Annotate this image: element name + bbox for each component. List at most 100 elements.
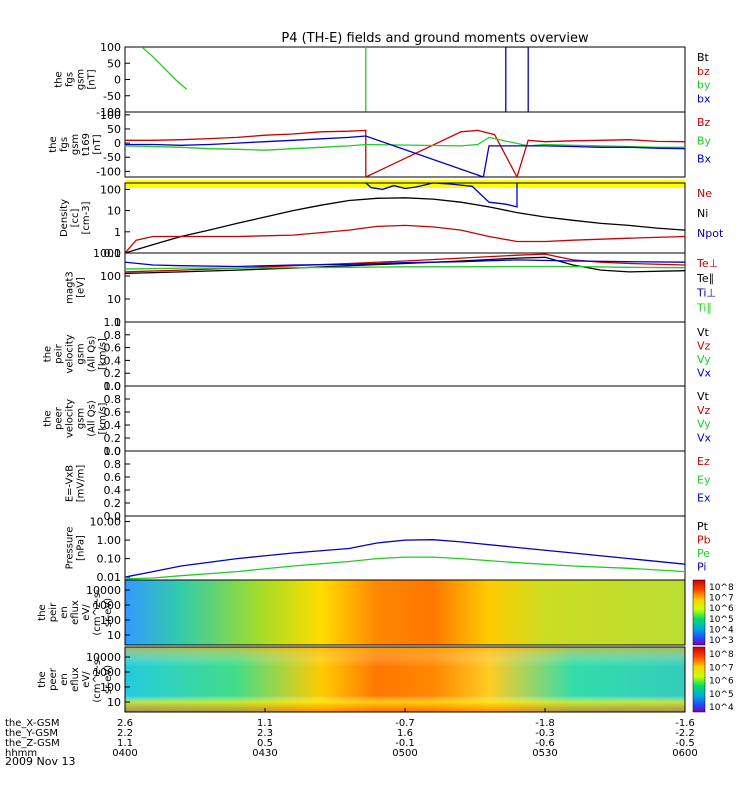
peir_spectrogram-colorbar-tick: 10^5 <box>709 615 734 625</box>
efield-ytick-label: 0.4 <box>104 484 122 497</box>
peer_spectrogram-ytick-label: 10 <box>107 696 121 709</box>
density-ylabel-line: [cc] <box>70 209 81 228</box>
pressure-ylabel-line: Pressure <box>65 527 76 570</box>
peir_velocity-legend-Vz: Vz <box>697 340 711 353</box>
temperature-legend-Ti∥: Ti∥ <box>696 301 712 314</box>
temperature-series-Te∥ <box>125 256 685 275</box>
peer_velocity-legend-Vy: Vy <box>697 418 711 431</box>
peir_velocity-ytick-label: 1.0 <box>104 316 122 329</box>
temperature-legend-Ti⊥: Ti⊥ <box>696 287 716 300</box>
peer_spectrogram-overlay <box>125 647 685 712</box>
peir_velocity-legend-Vy: Vy <box>697 353 711 366</box>
density-ylabel-line: [cm-3] <box>81 201 92 234</box>
temperature-ytick-label: 1 <box>114 316 121 329</box>
density-ylabel-line: Density <box>59 199 70 237</box>
density-ylabel: Density[cc][cm-3] <box>59 199 92 237</box>
peir_spectrogram-fill <box>125 580 685 645</box>
peir_spectrogram-ylabel-line: the <box>37 604 48 620</box>
pressure-legend-Pi: Pi <box>697 561 706 574</box>
peir_spectrogram-colorbar-tick: 10^3 <box>709 636 734 646</box>
pressure-ytick-label: 0.10 <box>97 553 122 566</box>
density-ytick-label: 0.1 <box>104 247 122 260</box>
efield-ylabel-line: [mV/m] <box>76 465 87 503</box>
temperature-series-Ti∥ <box>125 265 685 270</box>
peer_spectrogram-ylabel-line: en <box>59 673 70 686</box>
efield-legend-Ey: Ey <box>697 473 711 486</box>
pressure-series-Pe <box>125 556 685 580</box>
temperature-ytick-label: 10 <box>107 293 121 306</box>
peir_spectrogram-ytick-label: 10000 <box>86 584 121 597</box>
pressure-legend-Pb: Pb <box>697 534 711 547</box>
x-tick-value: 1.1 <box>117 738 133 749</box>
density-legend-Npot: Npot <box>697 227 724 240</box>
fgs-frame <box>124 46 686 113</box>
x-tick-value: 1.1 <box>257 718 273 729</box>
density-series-Ne <box>125 224 685 253</box>
peer_velocity-ylabel-line: gsm <box>76 408 87 429</box>
peer_spectrogram-ytick-label: 1000 <box>93 666 121 679</box>
peir_spectrogram-ylabel-line: eV/ <box>81 604 92 621</box>
efield-frame <box>124 450 686 517</box>
fgs_t169-legend-Bz: Bz <box>697 116 711 129</box>
fgs-legend-by: by <box>697 79 711 92</box>
peer_velocity-frame <box>124 385 686 452</box>
pressure-ytick-label: 10.00 <box>90 516 122 529</box>
panel-temperature: 1000 100 10 1 magt3[eV] Te⊥ Te∥ Ti⊥Ti∥ <box>65 247 719 329</box>
fgs_t169-legend-By: By <box>697 134 712 147</box>
panel-peer_spectrogram: 10^810^710^610^510^410000100010010thepee… <box>37 646 734 713</box>
pressure-ylabel: Pressure[nPa] <box>65 527 87 570</box>
peir_spectrogram-colorbar-tick: 10^8 <box>709 583 734 593</box>
fgs_t169-ylabel-line: t169 <box>81 133 92 156</box>
pressure-frame <box>124 515 686 581</box>
peer_spectrogram-ytick-label: 100 <box>100 681 121 694</box>
fgs_t169-ytick-label: -50 <box>103 151 121 164</box>
fgs-legend-bz: bz <box>697 65 710 78</box>
efield-ytick-label: 0.2 <box>104 497 122 510</box>
peer_velocity-ytick-label: 0.0 <box>104 445 122 458</box>
fgs_t169-ylabel-line: gsm <box>70 134 81 155</box>
fgs_t169-ylabel-line: the <box>48 136 59 152</box>
peer_spectrogram-colorbar-tick: 10^6 <box>709 677 734 687</box>
fgs-legend-bx: bx <box>697 92 711 105</box>
peir_velocity-ylabel-line: velocity <box>65 334 76 373</box>
fgs-ylabel: thefgsgsm[nT] <box>54 69 98 90</box>
fgs_t169-series-Bx <box>125 135 685 177</box>
peer_velocity-legend-Vt: Vt <box>697 390 710 403</box>
x-tick-value: -0.6 <box>535 738 555 749</box>
peer_spectrogram-ylabel-line: eflux <box>70 667 81 692</box>
peir_spectrogram-colorbar-tick: 10^4 <box>709 625 734 635</box>
pressure-legend-Pe: Pe <box>697 547 710 560</box>
fgs-ytick-label: 100 <box>100 41 121 54</box>
x-row-label: the_X-GSM <box>5 718 59 729</box>
x-tick-value: -0.3 <box>535 728 555 739</box>
peir_velocity-ytick-label: 0.8 <box>104 329 122 342</box>
fgs-ytick-label: 50 <box>107 57 121 70</box>
x-row-label: hhmm <box>5 748 37 759</box>
peir_velocity-ytick-label: 0.6 <box>104 342 122 355</box>
temperature-series-Ti⊥ <box>125 259 685 268</box>
peer_velocity-ytick-label: 0.4 <box>104 419 122 432</box>
x-tick-value: 2.2 <box>117 728 133 739</box>
fgs-ytick-label: -50 <box>103 90 121 103</box>
fgs_t169-legend-Bx: Bx <box>697 153 712 166</box>
x-tick-value: 0430 <box>252 748 277 759</box>
x-row-label: the_Y-GSM <box>5 728 58 739</box>
x-row-label: the_Z-GSM <box>5 738 60 749</box>
peir_spectrogram-colorbar-tick: 10^7 <box>709 594 734 604</box>
peer_velocity-legend-Vx: Vx <box>697 431 712 444</box>
x-tick-value: -0.5 <box>675 738 695 749</box>
peir_velocity-ylabel: thepeirvelocitygsm(All Qs)[km/s] <box>43 334 109 373</box>
peir_spectrogram-colorbar-tick: 10^6 <box>709 604 734 614</box>
fgs_t169-ylabel: thefgsgsmt169[nT] <box>48 133 103 156</box>
peir_spectrogram-ylabel: thepeirenefluxeV/(cm^2-s-sr-eV) <box>37 589 114 636</box>
fgs-ytick-label: 0 <box>114 74 121 87</box>
fgs_t169-ytick-label: 100 <box>100 109 121 122</box>
peer_spectrogram-ylabel-line: the <box>37 671 48 687</box>
peer_spectrogram-ylabel-line: peer <box>48 667 59 691</box>
peir_spectrogram-ylabel-line: peir <box>48 602 59 622</box>
peir_spectrogram-ytick-label: 100 <box>100 614 121 627</box>
peir_velocity-ylabel-line: [km/s] <box>98 338 109 370</box>
x-axis-labels: the_X-GSM 2.6 1.1 -0.7 -1.8 -1.6 the_Y-GSM 2.2 2… <box>5 708 698 759</box>
